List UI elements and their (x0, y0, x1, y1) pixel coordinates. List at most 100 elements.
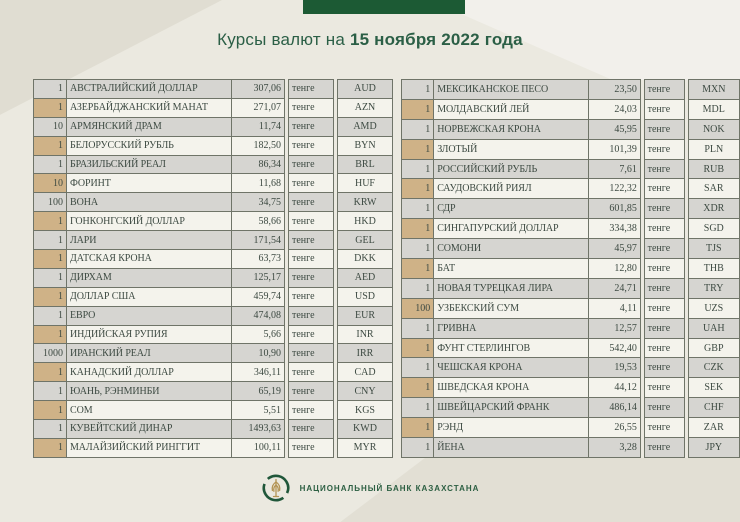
rate-value-cell: 86,34 (231, 154, 285, 175)
currency-row: 1 ЗЛОТЫЙ 101,39 тенге PLN (400, 138, 740, 160)
unit-cell: тенге (643, 437, 685, 458)
quantity-cell: 1 (400, 98, 435, 120)
quantity-cell: 10 (33, 116, 67, 137)
quantity-cell: 1 (33, 249, 67, 269)
currency-code-cell: INR (337, 324, 393, 345)
unit-cell: тенге (643, 138, 685, 160)
rate-value-cell: 459,74 (231, 286, 285, 307)
currency-name-cell: МОЛДАВСКИЙ ЛЕЙ (433, 98, 590, 120)
column-gap (333, 325, 338, 344)
column-gap (640, 119, 645, 140)
currency-code-cell: GEL (337, 230, 393, 251)
currency-name-cell: ЛАРИ (66, 230, 232, 251)
currency-name-cell: ФУНТ СТЕРЛИНГОВ (433, 337, 590, 359)
bank-name-label: НАЦИОНАЛЬНЫЙ БАНК КАЗАХСТАНА (299, 483, 480, 493)
rate-value-cell: 26,55 (588, 417, 641, 439)
currency-code-cell: AMD (337, 116, 393, 137)
unit-cell: тенге (288, 286, 334, 307)
column-gap (684, 79, 689, 100)
rate-value-cell: 125,17 (231, 267, 285, 288)
rate-value-cell: 122,32 (588, 178, 641, 200)
currency-code-cell: KGS (337, 400, 393, 421)
column-gap (640, 417, 645, 438)
quantity-cell: 1 (400, 377, 435, 399)
currency-row: 1 НОВАЯ ТУРЕЦКАЯ ЛИРА 24,71 тенге TRY (400, 277, 740, 299)
unit-cell: тенге (643, 337, 685, 359)
currency-row: 1 ЕВРО 474,08 тенге EUR (33, 305, 393, 326)
currency-name-cell: ДИРХАМ (66, 267, 232, 288)
currency-name-cell: ЧЕШСКАЯ КРОНА (433, 357, 590, 379)
rate-value-cell: 101,39 (588, 138, 641, 160)
quantity-cell: 1 (400, 337, 435, 359)
column-gap (684, 99, 689, 120)
unit-cell: тенге (643, 158, 685, 180)
column-gap (640, 357, 645, 378)
rate-value-cell: 334,38 (588, 218, 641, 240)
unit-cell: тенге (643, 178, 685, 200)
quantity-cell: 1 (33, 211, 67, 232)
rates-table-right: 1 МЕКСИКАНСКОЕ ПЕСО 23,50 тенге MXN 1 МОЛДАВСК… (400, 79, 740, 458)
column-gap (333, 136, 338, 156)
column-gap (684, 258, 689, 279)
column-gap (284, 325, 289, 344)
currency-name-cell: ГОНКОНГСКИЙ ДОЛЛАР (66, 211, 232, 232)
unit-cell: тенге (643, 417, 685, 439)
quantity-cell: 1 (400, 258, 435, 279)
column-gap (684, 338, 689, 358)
column-gap (333, 155, 338, 174)
rate-value-cell: 5,51 (231, 400, 285, 421)
currency-name-cell: ФОРИНТ (66, 173, 232, 194)
column-gap (684, 218, 689, 239)
column-gap (333, 268, 338, 288)
currency-code-cell: KRW (337, 192, 393, 213)
currency-code-cell: CNY (337, 381, 393, 402)
currency-name-cell: ШВЕДСКАЯ КРОНА (433, 377, 590, 399)
currency-code-cell: BRL (337, 154, 393, 175)
unit-cell: тенге (288, 362, 334, 383)
column-gap (640, 159, 645, 179)
column-gap (684, 377, 689, 398)
column-gap (640, 437, 645, 458)
currency-name-cell: ДОЛЛАР США (66, 286, 232, 307)
column-gap (640, 79, 645, 100)
unit-cell: тенге (643, 198, 685, 220)
rate-value-cell: 65,19 (231, 381, 285, 402)
rate-value-cell: 5,66 (231, 324, 285, 345)
currency-name-cell: ВОНА (66, 192, 232, 213)
rates-table-left: 1 АВСТРАЛИЙСКИЙ ДОЛЛАР 307,06 тенге AUD 1 АЗЕР… (33, 79, 393, 459)
currency-name-cell: МАЛАЙЗИЙСКИЙ РИНГГИТ (66, 437, 232, 459)
column-gap (333, 117, 338, 137)
currency-row: 1 ШВЕДСКАЯ КРОНА 44,12 тенге SEK (400, 377, 740, 399)
currency-name-cell: УЗБЕКСКИЙ СУМ (433, 297, 590, 319)
rate-value-cell: 182,50 (231, 135, 285, 156)
quantity-cell: 1 (33, 286, 67, 307)
rate-value-cell: 171,54 (231, 230, 285, 251)
rate-value-cell: 19,53 (588, 357, 641, 379)
unit-cell: тенге (288, 154, 334, 175)
currency-row: 1 ДИРХАМ 125,17 тенге AED (33, 267, 393, 288)
column-gap (333, 362, 338, 382)
column-gap (684, 278, 689, 299)
currency-code-cell: RUB (687, 158, 740, 180)
currency-code-cell: SEK (687, 377, 740, 399)
unit-cell: тенге (288, 192, 334, 213)
column-gap (640, 258, 645, 279)
currency-row: 1 СИНГАПУРСКИЙ ДОЛЛАР 334,38 тенге SGD (400, 218, 740, 240)
unit-cell: тенге (643, 397, 685, 419)
currency-row: 1 БРАЗИЛЬСКИЙ РЕАЛ 86,34 тенге BRL (33, 154, 393, 175)
currency-name-cell: БАТ (433, 258, 590, 279)
column-gap (640, 178, 645, 199)
rate-value-cell: 24,03 (588, 98, 641, 120)
quantity-cell: 1 (400, 118, 435, 140)
currency-code-cell: DKK (337, 249, 393, 269)
currency-code-cell: THB (687, 258, 740, 279)
rate-value-cell: 11,68 (231, 173, 285, 194)
column-gap (284, 136, 289, 156)
column-gap (684, 318, 689, 339)
rate-value-cell: 44,12 (588, 377, 641, 399)
rate-value-cell: 601,85 (588, 198, 641, 220)
currency-row: 1 АВСТРАЛИЙСКИЙ ДОЛЛАР 307,06 тенге AUD (33, 79, 393, 99)
unit-cell: тенге (643, 357, 685, 379)
column-gap (333, 400, 338, 420)
column-gap (333, 381, 338, 401)
